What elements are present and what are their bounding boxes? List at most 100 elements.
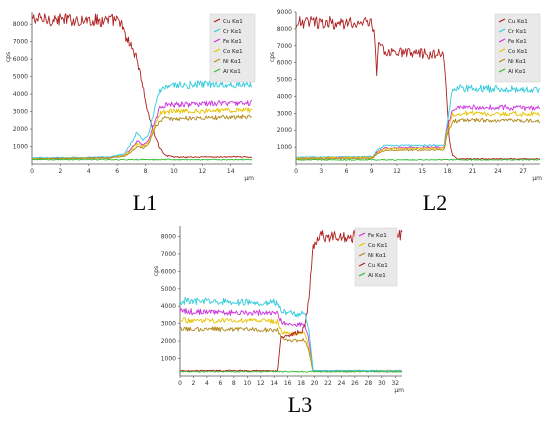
legend-label: Fe Kα1	[223, 39, 242, 45]
legend-swatch	[498, 68, 506, 73]
legend-swatch	[498, 58, 506, 63]
y-tick-label: 1000	[277, 144, 292, 151]
y-tick-label: 7000	[13, 39, 28, 46]
legend-label: Ni Kα1	[508, 59, 526, 65]
x-tick-label: 18	[444, 168, 452, 175]
x-tick-label: 27	[519, 168, 527, 175]
legend-swatch	[213, 18, 221, 23]
x-tick-label: 12	[257, 380, 265, 387]
x-tick-label: 6	[218, 380, 222, 387]
x-tick-label: 0	[294, 168, 298, 175]
x-tick-label: 8	[232, 380, 236, 387]
x-tick-label: 3	[319, 168, 323, 175]
x-tick-label: 0	[30, 168, 34, 175]
y-tick-label: 7000	[161, 251, 176, 258]
x-tick-label: 4	[205, 380, 209, 387]
y-tick-label: 8000	[161, 233, 176, 240]
y-tick-label: 4000	[13, 91, 28, 98]
legend-swatch	[213, 68, 221, 73]
y-axis-label: cps	[153, 266, 160, 276]
x-tick-label: 8	[144, 168, 148, 175]
x-tick-label: 20	[311, 380, 319, 387]
x-axis-label: μm	[394, 387, 404, 394]
x-tick-label: 30	[378, 380, 386, 387]
y-tick-label: 8000	[277, 26, 292, 33]
legend-swatch	[358, 272, 366, 277]
legend-label: Ni Kα1	[368, 253, 386, 259]
x-tick-label: 18	[297, 380, 305, 387]
x-tick-label: 32	[391, 380, 399, 387]
legend-label: Cu Kα1	[368, 263, 388, 269]
series-line	[295, 84, 541, 159]
x-tick-label: 21	[469, 168, 477, 175]
series-line	[295, 110, 540, 160]
x-tick-label: 24	[494, 168, 502, 175]
legend-label: Co Kα1	[223, 49, 243, 55]
x-tick-label: 12	[199, 168, 207, 175]
legend-swatch	[213, 58, 221, 63]
legend-swatch	[498, 38, 506, 43]
series-line	[295, 104, 541, 160]
x-tick-label: 6	[345, 168, 349, 175]
legend-label: Cr Kα1	[223, 29, 242, 35]
legend-label: Al Kα1	[508, 69, 526, 75]
legend-swatch	[358, 262, 366, 267]
chart-panel-l1: 1000 2000 3000 4000 5000 6000 7000 8000 cps 0 2 4 6 8…	[0, 0, 275, 215]
legend-swatch	[498, 18, 506, 23]
legend-label: Al Kα1	[223, 69, 241, 75]
y-tick-label: 1000	[13, 144, 28, 151]
x-axis-label: μm	[532, 175, 542, 182]
y-tick-label: 2000	[277, 127, 292, 134]
x-tick-label: 2	[192, 380, 196, 387]
legend-swatch	[358, 252, 366, 257]
x-tick-label: 4	[87, 168, 91, 175]
legend-label: Al Kα1	[368, 273, 386, 279]
y-tick-label: 3000	[13, 109, 28, 116]
legend-swatch	[213, 28, 221, 33]
series-line	[179, 317, 403, 372]
y-tick-label: 2000	[161, 338, 176, 345]
legend-label: Co Kα1	[368, 243, 388, 249]
chart-caption-l1: L1	[132, 190, 158, 215]
x-tick-label: 6	[115, 168, 119, 175]
y-tick-label: 5000	[13, 74, 28, 81]
y-tick-label: 3000	[277, 110, 292, 117]
y-tick-label: 6000	[161, 268, 176, 275]
legend-swatch	[358, 242, 366, 247]
legend-box	[354, 227, 398, 287]
x-axis-label: μm	[244, 175, 254, 182]
chart-caption-l3: L3	[287, 392, 313, 417]
series-line	[31, 114, 252, 160]
x-tick-label: 12	[393, 168, 401, 175]
series-line	[179, 370, 403, 373]
series-line	[31, 12, 253, 159]
legend-swatch	[358, 232, 366, 237]
x-tick-label: 2	[58, 168, 62, 175]
x-tick-label: 22	[324, 380, 332, 387]
x-tick-label: 10	[243, 380, 251, 387]
series-line	[31, 107, 253, 160]
legend-label: Cu Kα1	[508, 19, 528, 25]
series-line	[296, 158, 541, 161]
y-tick-label: 5000	[161, 286, 176, 293]
y-axis-label: cps	[269, 52, 276, 62]
legend-label: Cr Kα1	[508, 29, 527, 35]
series-line	[31, 80, 253, 159]
x-tick-label: 28	[365, 380, 373, 387]
series-line	[179, 296, 403, 372]
series-line	[295, 117, 541, 160]
series-line	[179, 307, 403, 372]
legend-label: Ni Kα1	[223, 59, 241, 65]
chart-l2-svg: 1000 2000 3000 4000 5000 6000 7000 8000 9000 cps 0…	[269, 9, 542, 182]
x-tick-label: 10	[170, 168, 178, 175]
chart-panel-l2: 1000 2000 3000 4000 5000 6000 7000 8000 9000 cps 0…	[269, 0, 550, 215]
y-tick-label: 3000	[161, 321, 176, 328]
y-axis-label: cps	[5, 52, 12, 62]
x-tick-label: 16	[284, 380, 292, 387]
y-tick-label: 6000	[13, 56, 28, 63]
y-tick-label: 5000	[277, 77, 292, 84]
x-tick-label: 26	[351, 380, 359, 387]
x-tick-label: 24	[338, 380, 346, 387]
x-tick-label: 0	[178, 380, 182, 387]
x-tick-label: 14	[227, 168, 235, 175]
